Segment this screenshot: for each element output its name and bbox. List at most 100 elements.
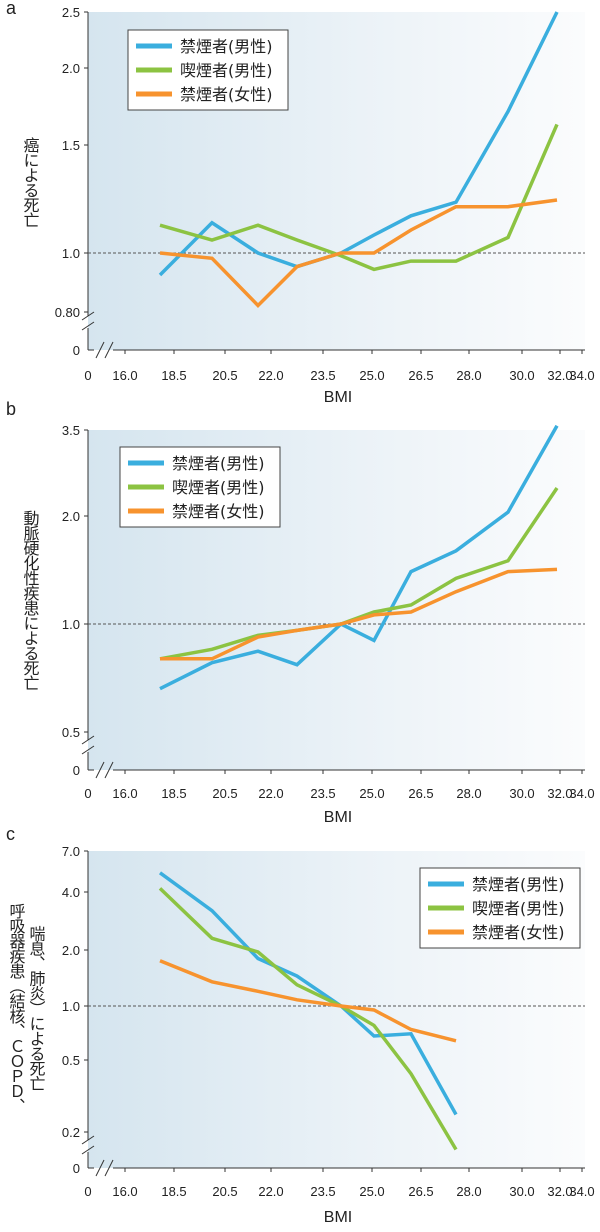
legend: 禁煙者(男性) 喫煙者(男性) 禁煙者(女性) [127, 29, 289, 111]
x-tick-label: 32.0 [547, 1184, 572, 1199]
panel-label: b [6, 399, 16, 419]
x-tick-label: 30.0 [509, 786, 534, 801]
y-tick-label: 1.0 [62, 999, 80, 1014]
panel-label: a [6, 0, 17, 18]
chart-panel-a: a 2.5 2.0 1.5 1.0 0.80 00 16.0 18.5 20.5 22.0 23.5 2… [6, 0, 595, 406]
x-tick-label: 28.0 [456, 368, 481, 383]
x-tick-label: 18.5 [161, 368, 186, 383]
y-axis-label: 喘息、肺炎）による死亡 [27, 926, 46, 1091]
legend-label: 禁煙者(男性) [180, 37, 273, 56]
legend: 禁煙者(男性) 喫煙者(男性) 禁煙者(女性) [419, 867, 581, 949]
x-tick-label: 34.0 [569, 368, 594, 383]
legend-label: 禁煙者(女性) [180, 85, 273, 104]
legend-label: 喫煙者(男性) [180, 61, 273, 80]
y-tick-label: 1.5 [62, 138, 80, 153]
x-tick-label: 23.5 [310, 786, 335, 801]
x-tick-label: 28.0 [456, 1184, 481, 1199]
y-axis-break-mark [81, 1135, 95, 1145]
x-axis-label: BMI [324, 1209, 352, 1226]
legend-label: 禁煙者(男性) [172, 454, 265, 473]
y-tick-label: 1.0 [62, 246, 80, 261]
x-tick-label: 32.0 [547, 368, 572, 383]
x-tick-label: 34.0 [569, 1184, 594, 1199]
y-zero-label: 0 [73, 763, 80, 778]
y-axis-label: 癌による死亡 [21, 137, 40, 227]
series-line-0 [159, 424, 559, 691]
y-tick-label: 0.5 [62, 1053, 80, 1068]
y-axis-break-mark [81, 311, 95, 321]
x-tick-label: 30.0 [509, 1184, 534, 1199]
legend-label: 喫煙者(男性) [472, 899, 565, 918]
series-line-2 [159, 959, 457, 1043]
y-tick-label: 2.5 [62, 5, 80, 20]
y-axis-label: 動脈硬化性疾患による死亡 [21, 510, 40, 690]
x-tick-label: 34.0 [569, 786, 594, 801]
x-tick-label: 25.0 [359, 1184, 384, 1199]
x-tick-label: 26.5 [408, 1184, 433, 1199]
x-zero-label: 0 [84, 786, 91, 801]
series-line-2 [159, 198, 558, 308]
x-zero-label: 0 [84, 368, 91, 383]
x-tick-label: 32.0 [547, 786, 572, 801]
series-line-1 [158, 887, 458, 1151]
y-tick-label: 2.0 [62, 61, 80, 76]
x-tick-label: 28.0 [456, 786, 481, 801]
y-axis-break-mark [81, 321, 95, 331]
series-line-0 [158, 11, 559, 277]
y-tick-label: 3.5 [62, 423, 80, 438]
x-tick-label: 25.0 [359, 368, 384, 383]
x-tick-label: 22.0 [258, 1184, 283, 1199]
x-axis-break-mark [95, 341, 105, 359]
y-tick-label: 2.0 [62, 509, 80, 524]
y-zero-label: 0 [73, 343, 80, 358]
x-tick-label: 26.5 [408, 368, 433, 383]
x-axis-break-mark [104, 341, 114, 359]
x-axis-label: BMI [324, 809, 352, 826]
x-axis-break-mark [95, 761, 105, 779]
x-tick-label: 18.5 [161, 786, 186, 801]
x-tick-label: 23.5 [310, 1184, 335, 1199]
y-tick-label: 0.5 [62, 725, 80, 740]
x-tick-label: 20.5 [212, 786, 237, 801]
y-axis-break-mark [81, 1145, 95, 1155]
x-tick-label: 22.0 [258, 786, 283, 801]
x-tick-label: 16.0 [112, 368, 137, 383]
x-tick-label: 18.5 [161, 1184, 186, 1199]
x-tick-label: 16.0 [112, 1184, 137, 1199]
x-tick-label: 20.5 [212, 1184, 237, 1199]
y-zero-label: 0 [73, 1161, 80, 1176]
chart-panel-b: b 3.5 2.0 1.0 0.5 00 16.0 18.5 20.5 22.0 23.5 25.0 2… [6, 399, 595, 826]
x-tick-label: 25.0 [359, 786, 384, 801]
y-tick-label: 2.0 [62, 943, 80, 958]
series-line-0 [158, 871, 458, 1116]
y-tick-label: 0.80 [55, 305, 80, 320]
panel-label: c [6, 824, 15, 844]
y-tick-label: 4.0 [62, 885, 80, 900]
y-axis-break-mark [81, 735, 95, 745]
x-tick-label: 30.0 [509, 368, 534, 383]
y-tick-label: 0.2 [62, 1125, 80, 1140]
series-line-1 [159, 123, 559, 272]
x-tick-label: 22.0 [258, 368, 283, 383]
chart-panel-c: c 7.0 4.0 2.0 1.0 0.5 0.2 00 16.0 18.5 20.5 22.0 23.… [6, 824, 595, 1226]
x-axis-label: BMI [324, 389, 352, 406]
legend-label: 禁煙者(男性) [472, 875, 565, 894]
legend: 禁煙者(男性) 喫煙者(男性) 禁煙者(女性) [119, 446, 281, 528]
legend-label: 禁煙者(女性) [472, 923, 565, 942]
legend-label: 喫煙者(男性) [172, 478, 265, 497]
x-axis-break-mark [95, 1159, 105, 1177]
x-tick-label: 20.5 [212, 368, 237, 383]
x-tick-label: 16.0 [112, 786, 137, 801]
y-tick-label: 7.0 [62, 844, 80, 859]
series-line-2 [160, 567, 558, 661]
x-zero-label: 0 [84, 1184, 91, 1199]
x-tick-label: 26.5 [408, 786, 433, 801]
y-axis-label: 呼吸器疾患（結核、ＣＯＰＤ、 [7, 903, 26, 1113]
x-tick-label: 23.5 [310, 368, 335, 383]
x-axis-break-mark [104, 1159, 114, 1177]
x-axis-break-mark [104, 761, 114, 779]
legend-label: 禁煙者(女性) [172, 502, 265, 521]
y-axis-break-mark [81, 745, 95, 755]
y-tick-label: 1.0 [62, 617, 80, 632]
